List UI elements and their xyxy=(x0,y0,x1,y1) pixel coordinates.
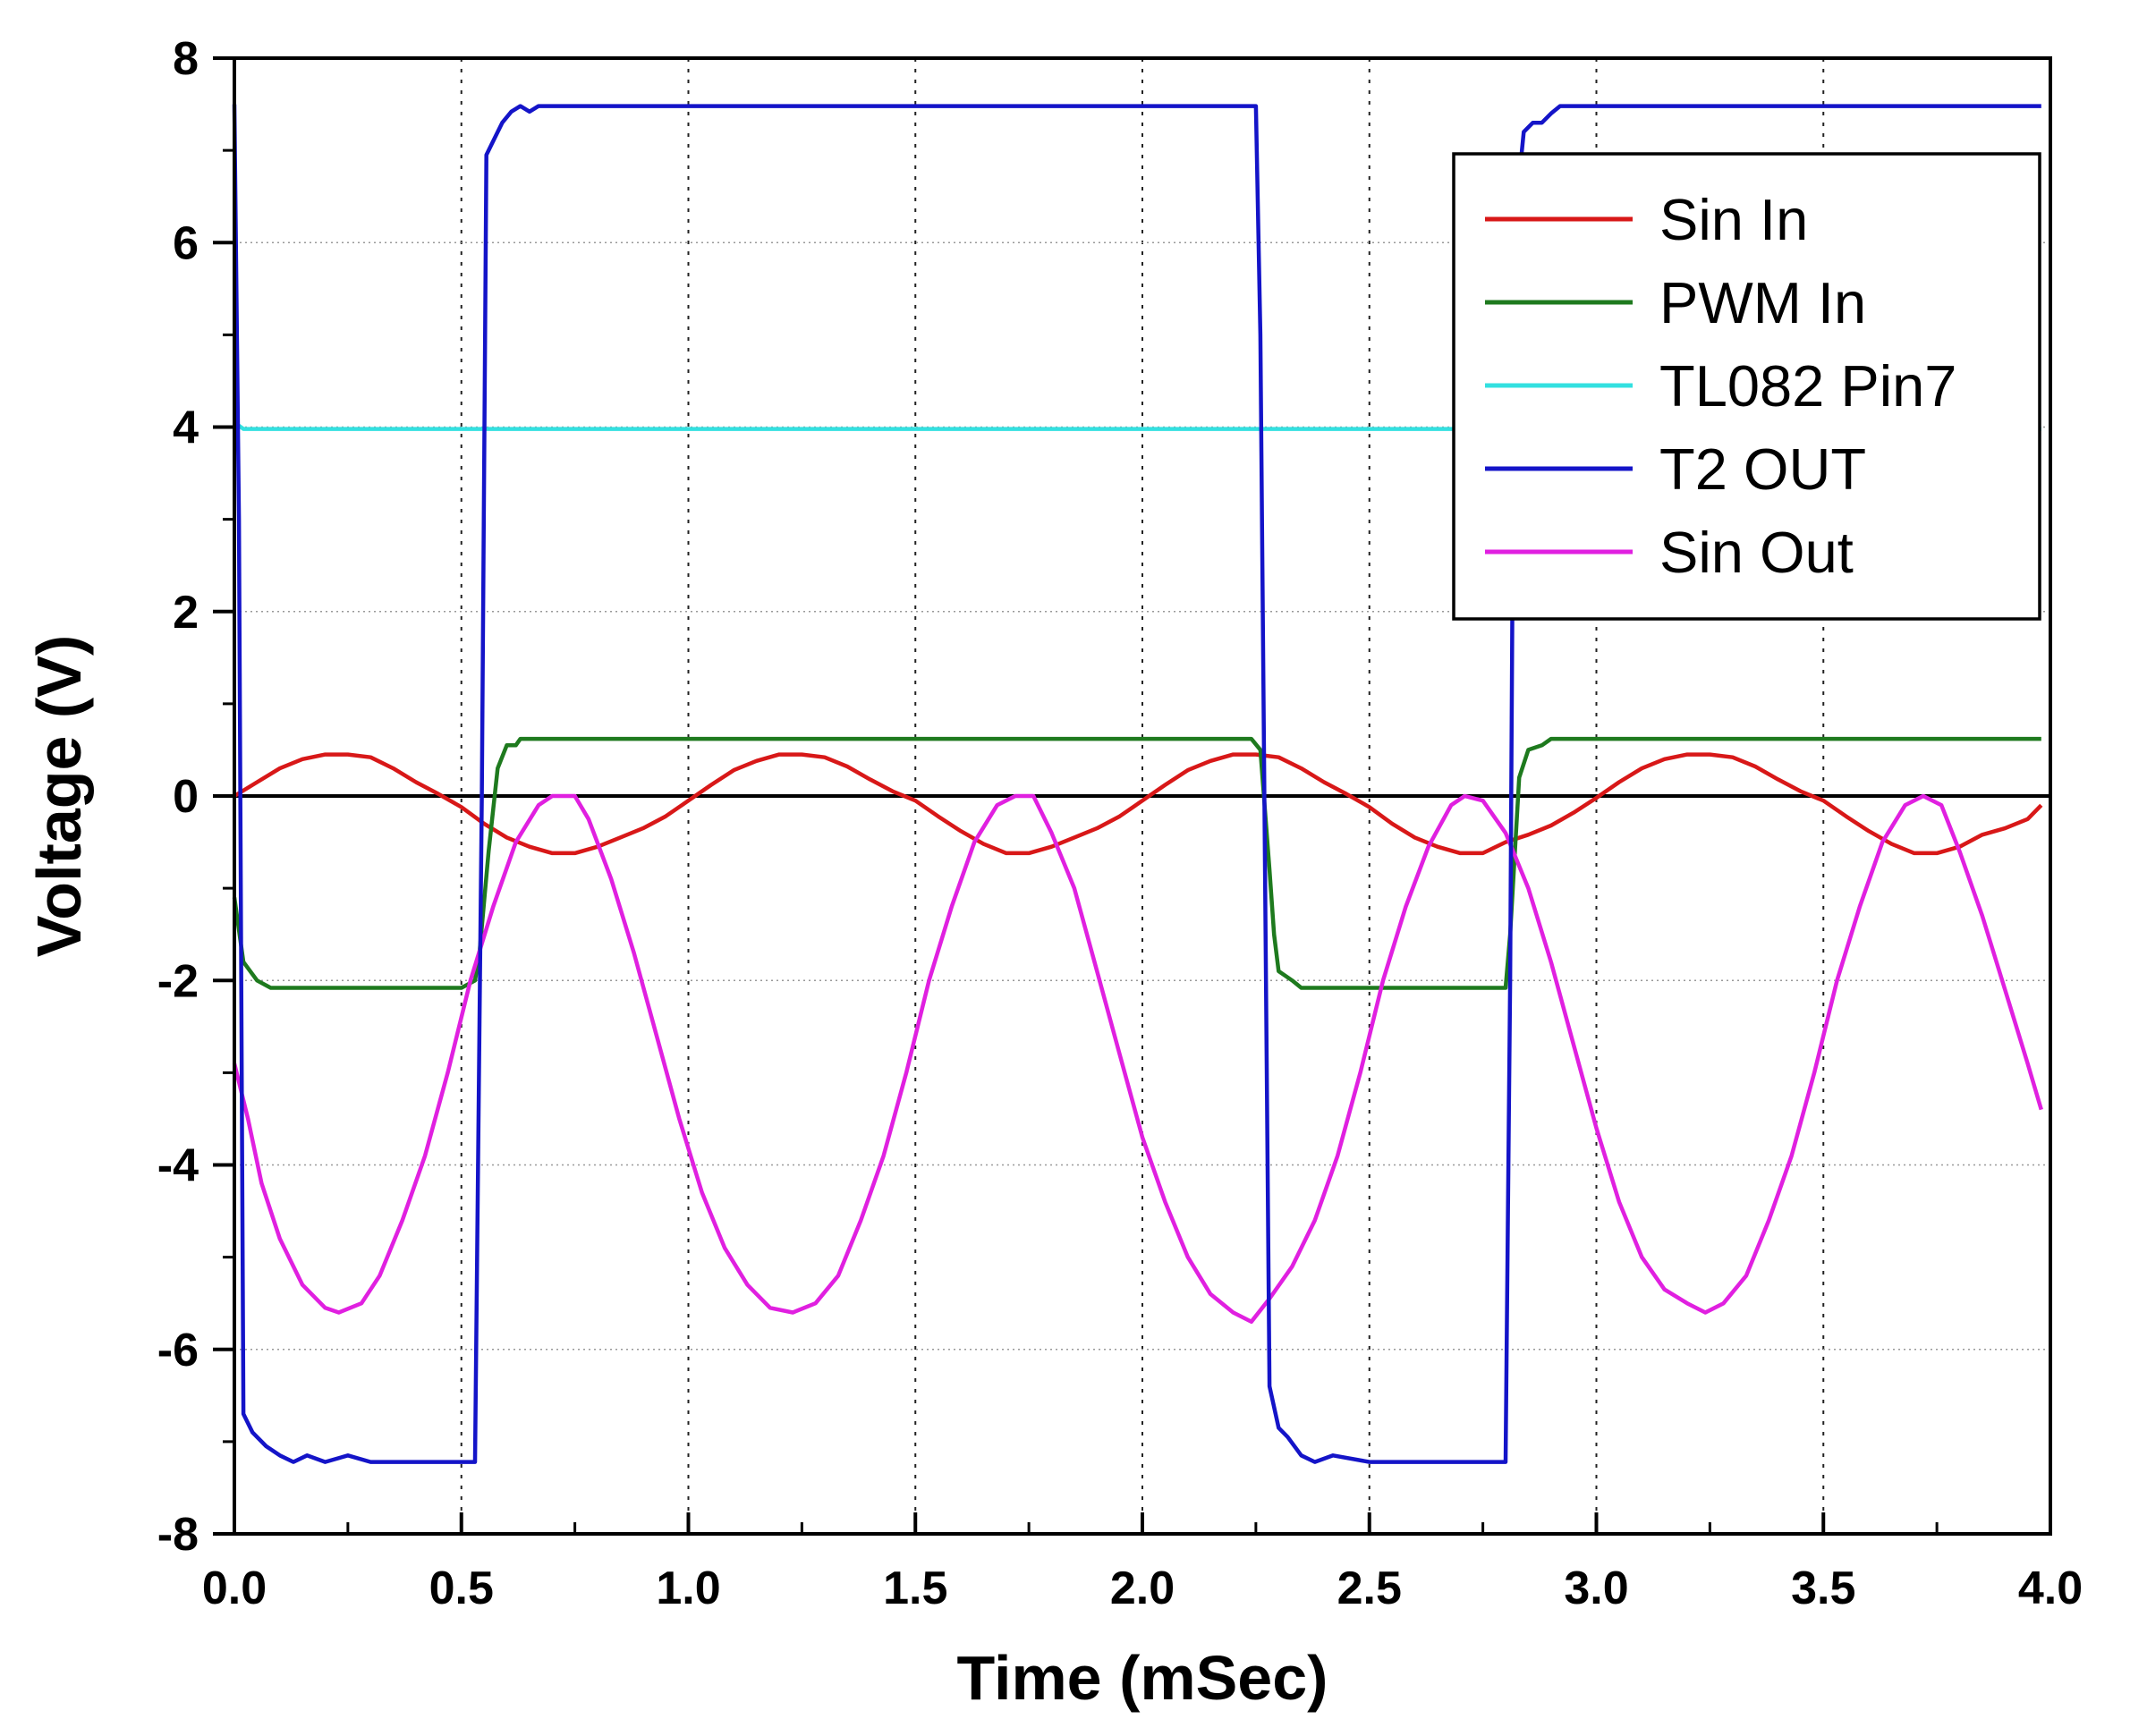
y-tick-label: 4 xyxy=(173,402,199,454)
legend-label-tl082-pin7: TL082 Pin7 xyxy=(1659,353,1956,419)
x-tick-label: 3.5 xyxy=(1791,1562,1855,1614)
y-tick-label: -8 xyxy=(157,1509,199,1561)
y-tick-label: 6 xyxy=(173,217,199,269)
axis-ticks xyxy=(213,56,2052,1536)
series-line-sin-out xyxy=(232,793,2043,1325)
y-tick-label: -2 xyxy=(157,955,199,1007)
y-tick-label: 8 xyxy=(173,33,199,85)
x-tick-label: 2.5 xyxy=(1337,1562,1402,1614)
y-axis-title: Voltage (V) xyxy=(24,635,94,957)
y-tick-label: 0 xyxy=(173,771,199,823)
x-tick-label: 0.0 xyxy=(202,1562,267,1614)
legend-label-t2-out: T2 OUT xyxy=(1659,436,1866,502)
legend-label-sin-out: Sin Out xyxy=(1659,520,1854,585)
series-line-sin-in xyxy=(233,752,2043,856)
x-tick-label: 1.5 xyxy=(883,1562,947,1614)
series-line-pwm-in xyxy=(232,736,2041,990)
x-tick-label: 2.0 xyxy=(1110,1562,1175,1614)
legend-label-pwm-in: PWM In xyxy=(1659,270,1866,335)
legend-label-sin-in: Sin In xyxy=(1659,187,1808,252)
x-axis-title: Time (mSec) xyxy=(957,1643,1328,1713)
legend: Sin In PWM In TL082 Pin7 T2 OUT Sin Out xyxy=(1452,152,2041,621)
x-tick-labels: 0.0 0.5 1.0 1.5 2.0 2.5 3.0 3.5 4.0 xyxy=(202,1562,2083,1614)
y-tick-label: 2 xyxy=(173,587,199,639)
y-tick-label: -4 xyxy=(157,1140,199,1192)
y-tick-labels: -8 -6 -4 -2 0 2 4 6 8 xyxy=(157,33,199,1561)
y-tick-label: -6 xyxy=(157,1325,199,1376)
x-tick-label: 3.0 xyxy=(1564,1562,1628,1614)
x-tick-label: 1.0 xyxy=(656,1562,720,1614)
x-tick-label: 0.5 xyxy=(429,1562,494,1614)
x-tick-label: 4.0 xyxy=(2018,1562,2083,1614)
